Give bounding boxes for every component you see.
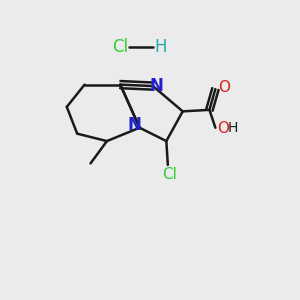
Text: O: O <box>218 80 230 95</box>
Text: O: O <box>217 121 229 136</box>
Text: H: H <box>228 121 238 135</box>
Text: N: N <box>149 77 163 95</box>
Text: H: H <box>154 38 167 56</box>
Text: N: N <box>127 116 141 134</box>
Text: Cl: Cl <box>162 167 177 182</box>
Text: Cl: Cl <box>112 38 128 56</box>
